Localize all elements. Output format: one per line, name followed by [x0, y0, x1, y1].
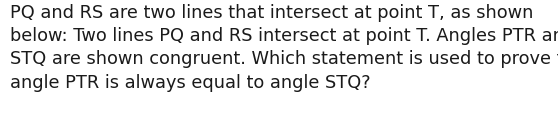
Text: PQ and RS are two lines that intersect at point T, as shown
below: Two lines PQ : PQ and RS are two lines that intersect a…: [10, 4, 558, 92]
